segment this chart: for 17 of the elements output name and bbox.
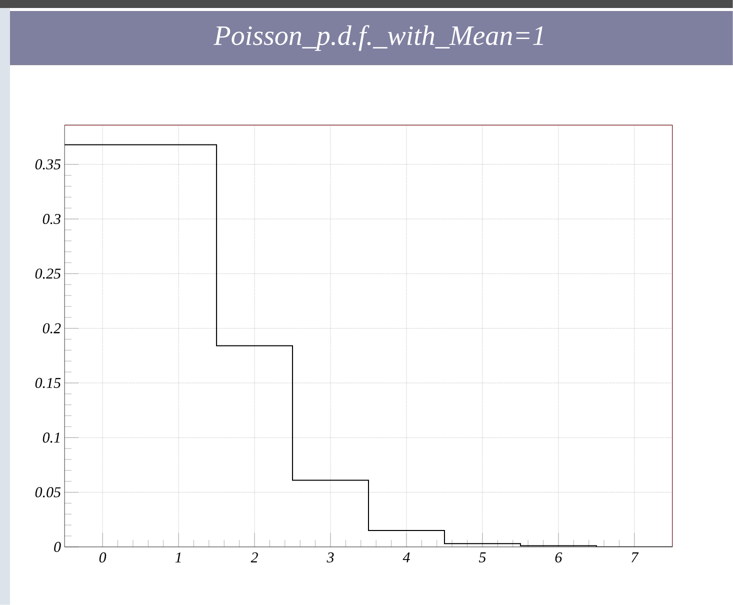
x-tick-label: 5: [478, 552, 486, 562]
x-tick-label: 6: [555, 552, 562, 563]
y-tick-label: 0.35: [35, 159, 61, 170]
x-tick-label: 3: [326, 552, 334, 563]
y-tick-label: 0.15: [35, 378, 61, 388]
y-tick-label: 0.2: [42, 323, 61, 334]
chart-title: Poisson_p.d.f._with_Mean=1: [214, 25, 544, 51]
x-tick-label: 0: [99, 552, 106, 563]
y-tick-label: 0.1: [42, 432, 60, 443]
y-tick-label: 0.05: [35, 487, 61, 498]
x-tick-label: 7: [632, 552, 639, 562]
x-tick-label: 1: [175, 552, 181, 562]
y-tick-label: 0.3: [42, 214, 61, 224]
y-tick-label: 0.25: [35, 268, 61, 279]
y-tick-label: 0: [54, 542, 61, 552]
x-tick-label: 4: [402, 552, 410, 562]
x-tick-label: 2: [250, 552, 258, 562]
